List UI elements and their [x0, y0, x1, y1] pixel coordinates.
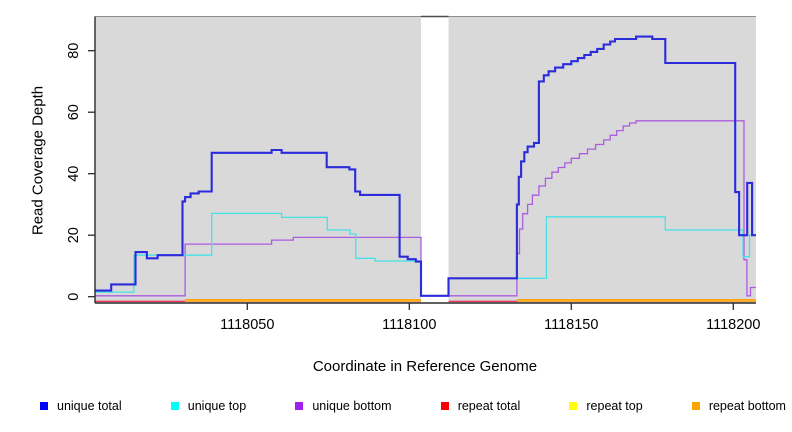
- series-unique-top: [95, 212, 756, 297]
- coverage-gap-region: [420, 16, 449, 303]
- legend-item-repeat-bottom: repeat bottom: [691, 399, 786, 413]
- x-tick-label: 1118050: [220, 317, 274, 333]
- y-tick-label: 80: [66, 43, 82, 59]
- y-tick-label: 60: [66, 104, 82, 120]
- legend-label: unique top: [187, 399, 247, 413]
- x-axis-label: Coordinate in Reference Genome: [312, 358, 538, 375]
- series-unique-bottom: [95, 120, 756, 297]
- legend: unique total unique top unique bottom repea…: [40, 399, 786, 413]
- legend-item-unique-top: unique top: [170, 399, 247, 413]
- y-tick-label: 0: [66, 293, 82, 301]
- legend-item-repeat-total: repeat total: [440, 399, 521, 413]
- legend-item-unique-total: unique total: [40, 399, 122, 413]
- legend-swatch: [569, 402, 578, 410]
- x-tick-label: 1118200: [706, 317, 760, 333]
- legend-label: repeat total: [457, 399, 521, 413]
- x-tick-label: 1118150: [544, 317, 598, 333]
- legend-swatch: [170, 402, 179, 410]
- legend-swatch: [295, 402, 304, 410]
- legend-swatch: [40, 402, 48, 410]
- legend-label: repeat top: [586, 399, 643, 413]
- legend-item-repeat-top: repeat top: [569, 399, 643, 413]
- legend-swatch: [440, 402, 449, 410]
- y-tick-label: 40: [66, 166, 82, 182]
- legend-label: unique total: [57, 399, 122, 413]
- legend-label: unique bottom: [312, 399, 392, 413]
- y-tick-label: 20: [66, 227, 82, 243]
- legend-swatch: [691, 402, 700, 410]
- series-unique-total: [95, 35, 756, 297]
- legend-item-unique-bottom: unique bottom: [295, 399, 392, 413]
- x-tick-label: 1118100: [382, 317, 436, 333]
- legend-label: repeat bottom: [708, 399, 786, 413]
- y-axis-label: Read Coverage Depth: [29, 85, 47, 236]
